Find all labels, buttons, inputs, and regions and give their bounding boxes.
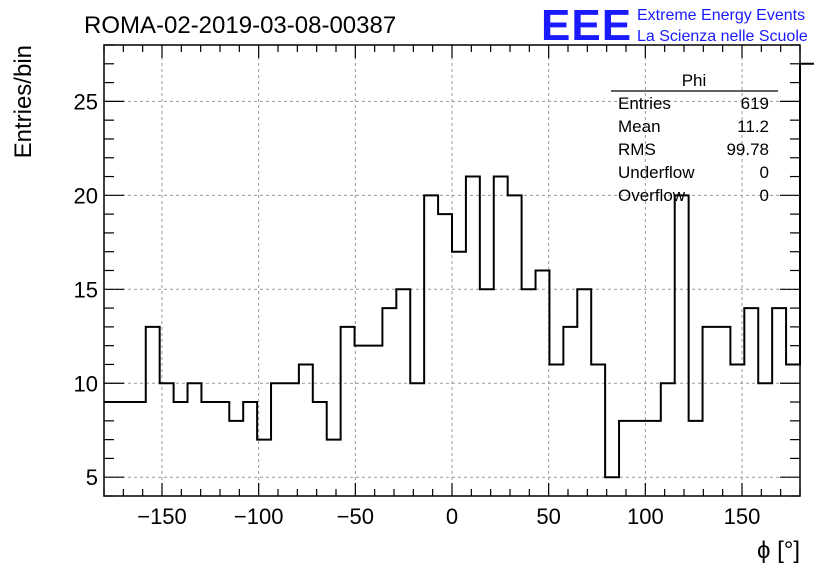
x-tick-labels: −150 −100 −50 0 50 100 150 [137,504,760,529]
y-tick-labels: 5 10 15 20 25 [74,89,98,490]
stats-label: Underflow [618,163,695,182]
grid [104,45,800,496]
axis-ticks [103,44,801,497]
stats-value: 99.78 [726,140,769,159]
eee-logo-text: EEE [541,1,632,50]
y-tick-label: 10 [74,371,98,396]
y-tick-label: 20 [74,183,98,208]
y-tick-label: 5 [86,465,98,490]
histogram-outline [104,62,814,479]
y-tick-label: 25 [74,89,98,114]
x-tick-label: −50 [337,504,374,529]
stats-value: 619 [741,94,769,113]
x-tick-label: 50 [536,504,560,529]
logo-subtitle-line2: La Scienza nelle Scuole [637,28,808,45]
stats-label: Entries [618,94,671,113]
stats-value: 0 [760,186,769,205]
stats-title: Phi [682,71,707,90]
x-axis-title: ϕ [°] [757,537,800,564]
chart-title: ROMA-02-2019-03-08-00387 [84,12,396,39]
x-tick-label: 0 [446,504,458,529]
stats-label: Mean [618,117,661,136]
y-tick-label: 15 [74,277,98,302]
stats-value: 0 [760,163,769,182]
histogram-series [104,62,814,479]
x-tick-label: 150 [724,504,761,529]
stats-rows: Entries 619 Mean 11.2 RMS 99.78 Underflow 0 Over… [618,94,769,205]
y-axis-title: Entries/bin [10,45,37,158]
x-tick-label: −150 [137,504,187,529]
stats-box: Phi Entries 619 Mean 11.2 RMS 99.78 Underflow 0… [611,71,778,205]
stats-label: Overflow [618,186,686,205]
logo-subtitle-line1: Extreme Energy Events [637,7,805,24]
stats-label: RMS [618,140,656,159]
x-tick-label: −100 [234,504,284,529]
stats-value: 11.2 [737,117,769,136]
eee-logo: EEE Extreme Energy Events La Scienza nel… [541,1,808,50]
x-tick-label: 100 [627,504,664,529]
